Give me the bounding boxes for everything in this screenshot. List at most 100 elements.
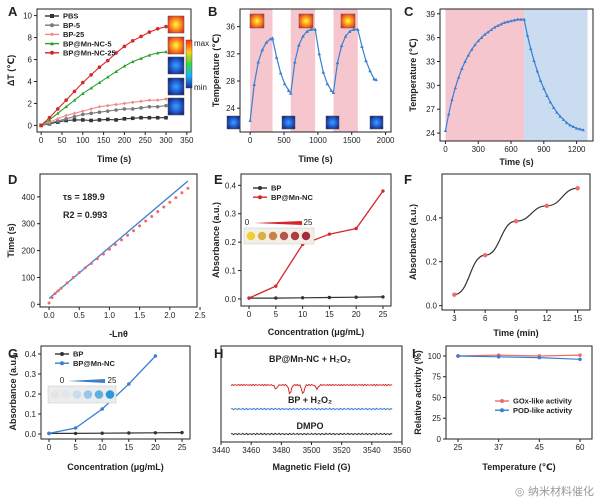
- x-tick-label: 900: [537, 145, 551, 154]
- y-tick-label: 50: [432, 393, 441, 402]
- data-point: [581, 128, 585, 132]
- panel-c: C 0 300 600 900 1200 24 27 30 33 36 39 Time (s) Tempe…: [404, 4, 594, 167]
- data-point: [53, 292, 57, 296]
- data-point: [153, 431, 158, 435]
- gradient-arrow: [68, 379, 105, 383]
- vial-well: [290, 231, 300, 241]
- y-tick-label: 36: [426, 34, 435, 43]
- legend-marker: [50, 23, 54, 28]
- legend-label: BP@Mn-NC: [271, 193, 313, 202]
- data-point: [509, 19, 513, 23]
- series-line: [40, 98, 167, 126]
- data-point: [105, 58, 110, 63]
- data-point: [130, 116, 135, 121]
- data-point: [537, 355, 542, 360]
- data-point: [506, 20, 510, 24]
- x-axis-label: Time (s): [499, 157, 533, 167]
- x-tick-label: 1.0: [104, 311, 116, 320]
- data-point: [80, 80, 85, 85]
- data-point: [496, 354, 501, 359]
- data-point: [153, 354, 158, 358]
- data-point: [476, 39, 480, 43]
- y-axis-label: Absorbance (a.u.): [408, 204, 418, 280]
- panel-f: F 3 6 9 12 15 0.0 0.2 0.4 Time (min) Absorbance (a…: [404, 172, 591, 338]
- data-point: [453, 86, 457, 90]
- panel-label-c: C: [404, 4, 414, 19]
- data-point: [100, 431, 104, 435]
- series-line: [454, 187, 578, 296]
- data-point: [127, 431, 131, 435]
- legend-marker: [50, 32, 54, 37]
- vial-well: [94, 390, 104, 399]
- data-point: [264, 40, 269, 44]
- series-line: [41, 105, 167, 126]
- legend-marker: [60, 352, 64, 356]
- vial-well: [246, 231, 256, 241]
- data-point: [309, 27, 313, 31]
- x-tick-label: 15: [573, 314, 582, 323]
- panel-d: D 0.0 0.5 1.0 1.5 2.0 2.5 0 100 200 300 400 τs = 189…: [6, 172, 206, 339]
- series-line: [40, 26, 167, 126]
- series-line: [249, 296, 384, 299]
- x-tick-label: 25: [178, 443, 187, 452]
- series-line: [40, 51, 167, 126]
- x-tick-label: 0: [47, 443, 52, 452]
- x-tick-label: 3520: [333, 446, 351, 455]
- x-tick-label: 15: [325, 310, 334, 319]
- x-tick-label: 0.0: [43, 311, 55, 320]
- x-tick-label: 20: [151, 443, 160, 452]
- data-point: [574, 126, 579, 130]
- data-point: [132, 229, 136, 233]
- panel-b: B 0 500 1000 1500 2000 24 28 32 36 Time (s) Tempera…: [208, 4, 395, 164]
- laser-on-band: [445, 9, 525, 141]
- inset-start-label: 0: [245, 218, 250, 227]
- thermal-image-thumbnail: [281, 115, 296, 130]
- data-point: [150, 214, 154, 218]
- data-point: [97, 110, 102, 115]
- thermal-image-thumbnail: [167, 97, 185, 116]
- thermal-image-thumbnail: [167, 56, 185, 75]
- data-point: [122, 117, 127, 121]
- data-point: [368, 69, 372, 73]
- y-tick-label: 0: [437, 435, 442, 444]
- data-point: [561, 117, 566, 121]
- y-tick-label: 0.0: [426, 302, 438, 311]
- y-tick-label: 0.1: [25, 410, 37, 419]
- x-tick-label: 20: [352, 310, 361, 319]
- legend-label: BP@Mn-NC-25: [63, 49, 116, 58]
- data-point: [127, 382, 131, 386]
- panel-label-g: G: [8, 346, 18, 361]
- data-point: [155, 98, 160, 102]
- data-point: [496, 23, 500, 28]
- data-point: [155, 104, 160, 109]
- epr-spectrum-bp-mn-nc: [230, 383, 393, 395]
- series-line: [457, 355, 581, 360]
- data-point: [47, 118, 52, 122]
- x-tick-label: 600: [504, 145, 518, 154]
- data-point: [97, 80, 102, 85]
- y-axis-label: Temperature (℃): [211, 34, 221, 107]
- data-point: [321, 70, 326, 74]
- data-point: [97, 104, 102, 109]
- data-point: [313, 27, 317, 31]
- panel-label-h: H: [214, 346, 223, 361]
- data-point: [529, 47, 533, 51]
- data-point: [252, 82, 257, 86]
- series-line: [49, 432, 183, 434]
- vial-well: [72, 390, 82, 399]
- data-point: [80, 112, 85, 117]
- x-tick-label: 25: [454, 443, 463, 452]
- data-point: [122, 44, 127, 49]
- r-squared-annotation: R2 = 0.993: [63, 210, 107, 220]
- data-point: [114, 51, 118, 55]
- data-point: [56, 119, 60, 123]
- legend-label: BP@Mn-NC-5: [63, 39, 112, 48]
- panel-a: A 0 50 100 150 200 250 300 350 0 2 4 6 8 10 PBSBP-5BP-2…: [6, 4, 209, 164]
- data-point: [97, 65, 102, 70]
- data-point: [463, 59, 467, 63]
- y-axis-label: Time (s): [6, 223, 16, 257]
- x-axis-label: Time (min): [493, 328, 538, 338]
- data-point: [105, 103, 110, 108]
- data-point: [513, 218, 519, 224]
- y-tick-label: 39: [426, 10, 435, 19]
